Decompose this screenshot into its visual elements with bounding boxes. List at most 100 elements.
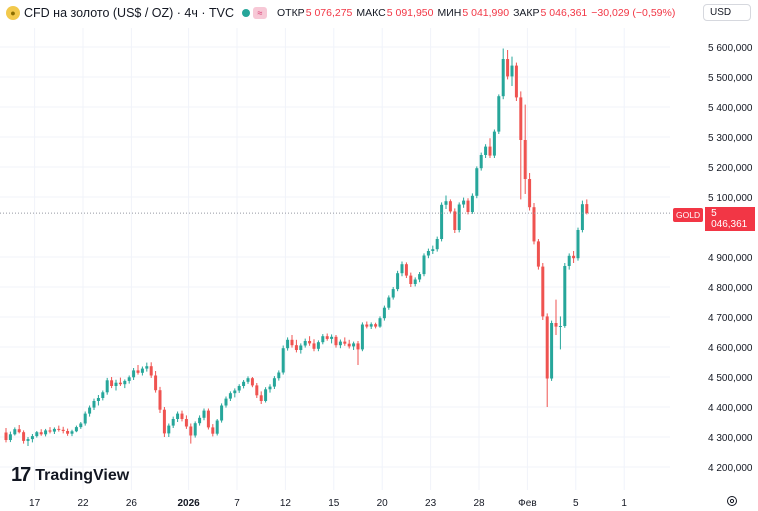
y-tick-label: 5 400,000	[708, 103, 753, 114]
candle	[13, 427, 17, 436]
candle-body	[453, 211, 457, 230]
candle-body	[202, 410, 206, 418]
candle-body	[558, 326, 562, 327]
candle	[580, 200, 584, 233]
candle-body	[462, 200, 466, 205]
candle-body	[224, 398, 228, 406]
candle	[140, 366, 144, 376]
candle	[510, 56, 514, 86]
x-tick-label: 23	[425, 498, 437, 509]
candle	[347, 339, 351, 349]
candle-body	[444, 201, 448, 205]
candle-body	[264, 389, 268, 401]
candle	[224, 396, 228, 408]
candle	[312, 339, 316, 352]
y-tick-label: 4 200,000	[708, 463, 753, 474]
candle	[369, 322, 373, 329]
currency-button[interactable]: USD	[703, 4, 751, 21]
tradingview-watermark[interactable]: 17 TradingView	[11, 464, 129, 487]
candle-body	[576, 230, 580, 259]
market-status-icon[interactable]	[241, 9, 250, 17]
candle-body	[246, 378, 250, 382]
time-axis[interactable]: 17 22 26 2026 7 12 15 20 23 28 Фев 5 1	[29, 498, 627, 509]
x-tick-label: 28	[473, 498, 485, 509]
candle	[422, 253, 426, 277]
candle	[39, 429, 43, 436]
candle	[567, 253, 571, 270]
candle	[330, 334, 334, 344]
candle-body	[330, 336, 334, 339]
candle-body	[158, 390, 162, 410]
symbol-tag: GOLD	[673, 208, 704, 222]
candle	[17, 425, 21, 434]
x-tick-label: 15	[328, 498, 340, 509]
candle	[523, 104, 527, 194]
candle	[457, 202, 461, 233]
candle	[466, 198, 470, 215]
candle-body	[180, 413, 184, 419]
candle	[242, 380, 246, 389]
candle-body	[57, 428, 61, 430]
settings-gear-icon[interactable]	[726, 495, 738, 507]
candle-body	[70, 431, 74, 434]
candle	[488, 138, 492, 158]
x-tick-label: 12	[280, 498, 292, 509]
candle-body	[514, 65, 518, 98]
candle-body	[523, 140, 527, 179]
candle-body	[431, 249, 435, 251]
candle-body	[154, 375, 158, 391]
candle-body	[448, 201, 452, 212]
candle-body	[457, 204, 461, 230]
y-tick-label: 5 500,000	[708, 73, 753, 84]
candle-body	[123, 380, 127, 385]
candle-body	[101, 392, 105, 398]
candle	[198, 415, 202, 426]
wave-icon[interactable]: ≈	[252, 7, 267, 19]
candle-body	[532, 207, 536, 242]
candle-body	[167, 425, 171, 434]
close-value: 5 046,361	[540, 7, 588, 19]
symbol-title[interactable]: CFD на золото (US$ / OZ) · 4ч · TVC	[24, 6, 234, 20]
candle	[88, 405, 92, 417]
candle	[290, 335, 294, 348]
candle	[233, 388, 237, 398]
candle-body	[400, 264, 404, 274]
bar-countdown: 32:09	[711, 230, 737, 241]
candle-body	[501, 59, 505, 97]
candle	[259, 391, 263, 404]
candle	[404, 262, 408, 278]
candle-body	[48, 430, 52, 432]
price-axis[interactable]: 5 600,000 5 500,000 5 400,000 5 300,000 5 20…	[708, 43, 753, 474]
candle-body	[352, 343, 356, 347]
gold-coin-icon[interactable]: ●	[6, 6, 20, 20]
candle	[26, 437, 30, 446]
candle	[418, 272, 422, 283]
candle	[118, 377, 122, 386]
candle-body	[572, 255, 576, 259]
candle	[409, 272, 413, 287]
candle	[514, 62, 518, 101]
candle-body	[88, 407, 92, 414]
candle-body	[492, 131, 496, 156]
candle	[550, 320, 554, 381]
candle-body	[567, 255, 571, 266]
candle-series	[4, 48, 589, 446]
candle-body	[259, 395, 263, 401]
candle-body	[435, 239, 439, 250]
candle	[576, 227, 580, 261]
y-tick-label: 5 100,000	[708, 193, 753, 204]
candle-body	[228, 393, 232, 399]
candle	[61, 426, 65, 434]
candle-body	[466, 200, 470, 212]
candle	[519, 91, 523, 200]
candle	[110, 377, 114, 389]
candle	[158, 386, 162, 413]
candle	[448, 199, 452, 214]
candle-body	[220, 405, 224, 421]
candle-body	[145, 366, 149, 369]
candle-body	[391, 289, 395, 298]
candle	[57, 425, 61, 432]
candle-body	[334, 336, 338, 346]
candle	[127, 375, 131, 384]
